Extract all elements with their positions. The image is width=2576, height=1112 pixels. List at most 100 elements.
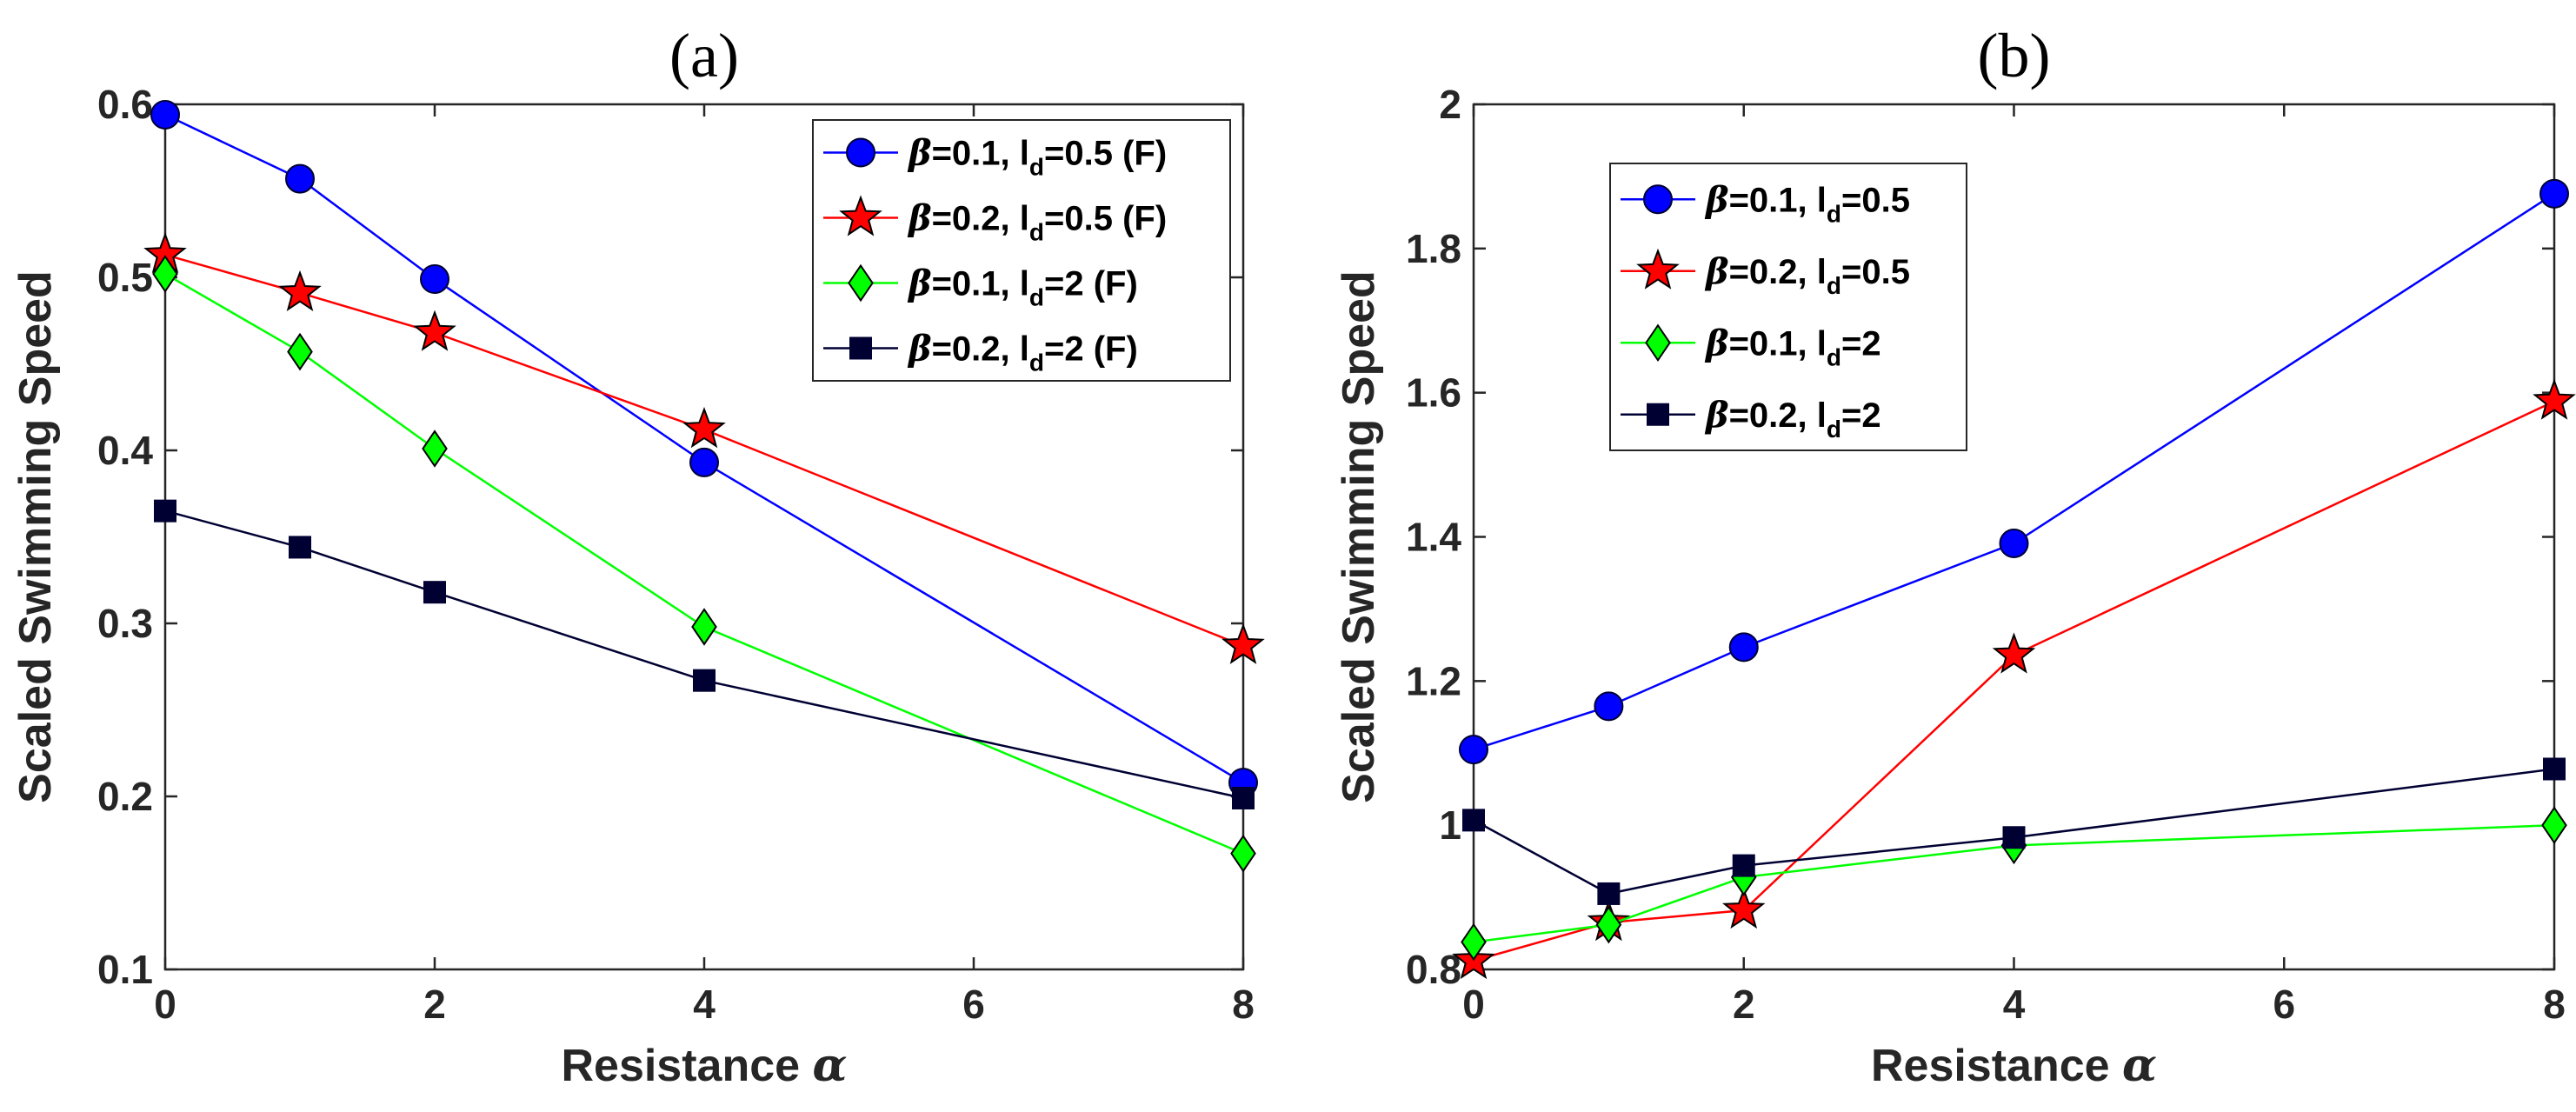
legend-item: β=0.2, ld=0.5 (1621, 248, 1910, 299)
legend-item: β=0.1, ld=2 (F) (823, 263, 1138, 311)
legend-beta: β (1704, 395, 1729, 436)
y-tick-label: 0.5 (97, 255, 153, 300)
legend-item: β=0.2, ld=2 (1621, 395, 1881, 443)
data-point (420, 263, 449, 294)
legend-subscript: d (1029, 219, 1044, 246)
series-3 (152, 255, 1256, 873)
legend-marker (1645, 323, 1671, 363)
legend-beta: β (1704, 323, 1729, 363)
series-4 (154, 499, 1255, 809)
data-point (1728, 632, 1759, 663)
legend-marker (1643, 184, 1673, 215)
x-tick-label: 4 (693, 982, 716, 1027)
x-tick-label: 0 (154, 982, 176, 1027)
legend-subscript: d (1029, 284, 1044, 311)
legend-subscript: d (1827, 272, 1841, 299)
legend-subscript: d (1827, 200, 1841, 227)
legend-marker (846, 137, 875, 168)
data-point (1221, 623, 1265, 664)
legend-subscript: d (1029, 350, 1044, 376)
data-point (1999, 528, 2029, 558)
x-tick-label: 2 (423, 982, 446, 1027)
legend-subscript: d (1029, 154, 1044, 181)
x-tick-label: 2 (1733, 982, 1755, 1027)
data-point (689, 447, 719, 477)
legend-beta: β (907, 133, 932, 174)
y-axis-label: Scaled Swimming Speed (1334, 270, 1384, 803)
data-point (693, 669, 716, 692)
series-4 (1462, 757, 2566, 905)
legend-marker (1647, 403, 1669, 426)
legend-subscript: d (1827, 343, 1841, 370)
legend-beta: β (1704, 179, 1729, 220)
legend-label: β=0.2, ld=0.5 (1704, 251, 1910, 299)
legend-subscript: d (1827, 416, 1841, 443)
x-axis-label: Resistance α (561, 1039, 847, 1092)
legend-label: β=0.2, ld=0.5 (F) (907, 198, 1167, 246)
legend-box (812, 119, 1231, 382)
data-point (1230, 834, 1256, 873)
data-point (289, 536, 311, 559)
y-tick-label: 0.8 (1406, 947, 1461, 992)
y-tick-label: 1.2 (1406, 658, 1461, 703)
data-point (423, 581, 446, 604)
data-point (150, 99, 180, 130)
y-tick-label: 0.2 (97, 774, 153, 819)
legend-label: β=0.2, ld=2 (F) (907, 329, 1138, 376)
data-point (285, 163, 315, 194)
legend: β=0.1, ld=0.5 (F) β=0.2, ld=0.5 (F) β=0.1,… (812, 119, 1231, 382)
data-point (287, 332, 313, 371)
legend-box (1609, 163, 1967, 451)
y-axis-label: Scaled Swimming Speed (10, 270, 61, 803)
y-tick-label: 1 (1439, 802, 1461, 848)
data-point (1595, 905, 1622, 944)
data-point (2543, 757, 2566, 781)
legend-marker (1636, 248, 1680, 290)
data-point (1721, 887, 1766, 929)
series-1 (1459, 178, 2569, 765)
legend-marker (839, 195, 882, 236)
legend-label: β=0.1, ld=2 (F) (907, 263, 1138, 311)
y-tick-label: 0.3 (97, 601, 153, 646)
legend-marker (849, 336, 872, 360)
data-point (691, 608, 717, 646)
x-tick-label: 6 (2273, 982, 2295, 1027)
data-point (1459, 735, 1488, 765)
x-tick-label: 8 (1232, 982, 1255, 1027)
legend-label: β=0.2, ld=2 (1704, 395, 1881, 443)
data-point (422, 429, 448, 468)
y-tick-label: 0.1 (97, 947, 153, 992)
y-tick-label: 1.6 (1406, 370, 1461, 416)
data-point (1992, 632, 2036, 674)
y-tick-label: 2 (1439, 82, 1461, 127)
legend-beta: β (907, 329, 932, 370)
data-point (278, 270, 322, 311)
legend-beta: β (907, 198, 932, 239)
x-tick-label: 6 (962, 982, 985, 1027)
chart-title: (b) (1978, 21, 2051, 90)
legend-beta: β (1704, 251, 1729, 292)
x-tick-label: 8 (2543, 982, 2566, 1027)
x-axis-symbol: α (2122, 1039, 2157, 1092)
x-tick-label: 0 (1462, 982, 1485, 1027)
y-tick-label: 0.6 (97, 82, 153, 127)
legend-label: β=0.1, ld=2 (1704, 323, 1881, 370)
data-point (2539, 178, 2569, 209)
x-tick-label: 4 (2003, 982, 2026, 1027)
y-tick-label: 0.4 (97, 428, 153, 473)
data-point (2002, 826, 2026, 849)
legend-item: β=0.2, ld=2 (F) (823, 329, 1138, 376)
y-tick-label: 1.4 (1406, 515, 1461, 560)
y-tick-label: 1.8 (1406, 226, 1461, 271)
legend-marker (848, 263, 874, 303)
legend: β=0.1, ld=0.5 β=0.2, ld=0.5 β=0.1, ld=2 β=0… (1609, 163, 1967, 451)
data-point (1462, 809, 1485, 832)
x-axis-label: Resistance α (1871, 1039, 2157, 1092)
data-point (2533, 378, 2576, 420)
data-point (1732, 854, 1755, 877)
data-point (2541, 806, 2567, 844)
legend-item: β=0.1, ld=0.5 (1621, 179, 1910, 227)
data-point (1597, 882, 1621, 905)
legend-label: β=0.1, ld=0.5 (F) (907, 133, 1167, 181)
